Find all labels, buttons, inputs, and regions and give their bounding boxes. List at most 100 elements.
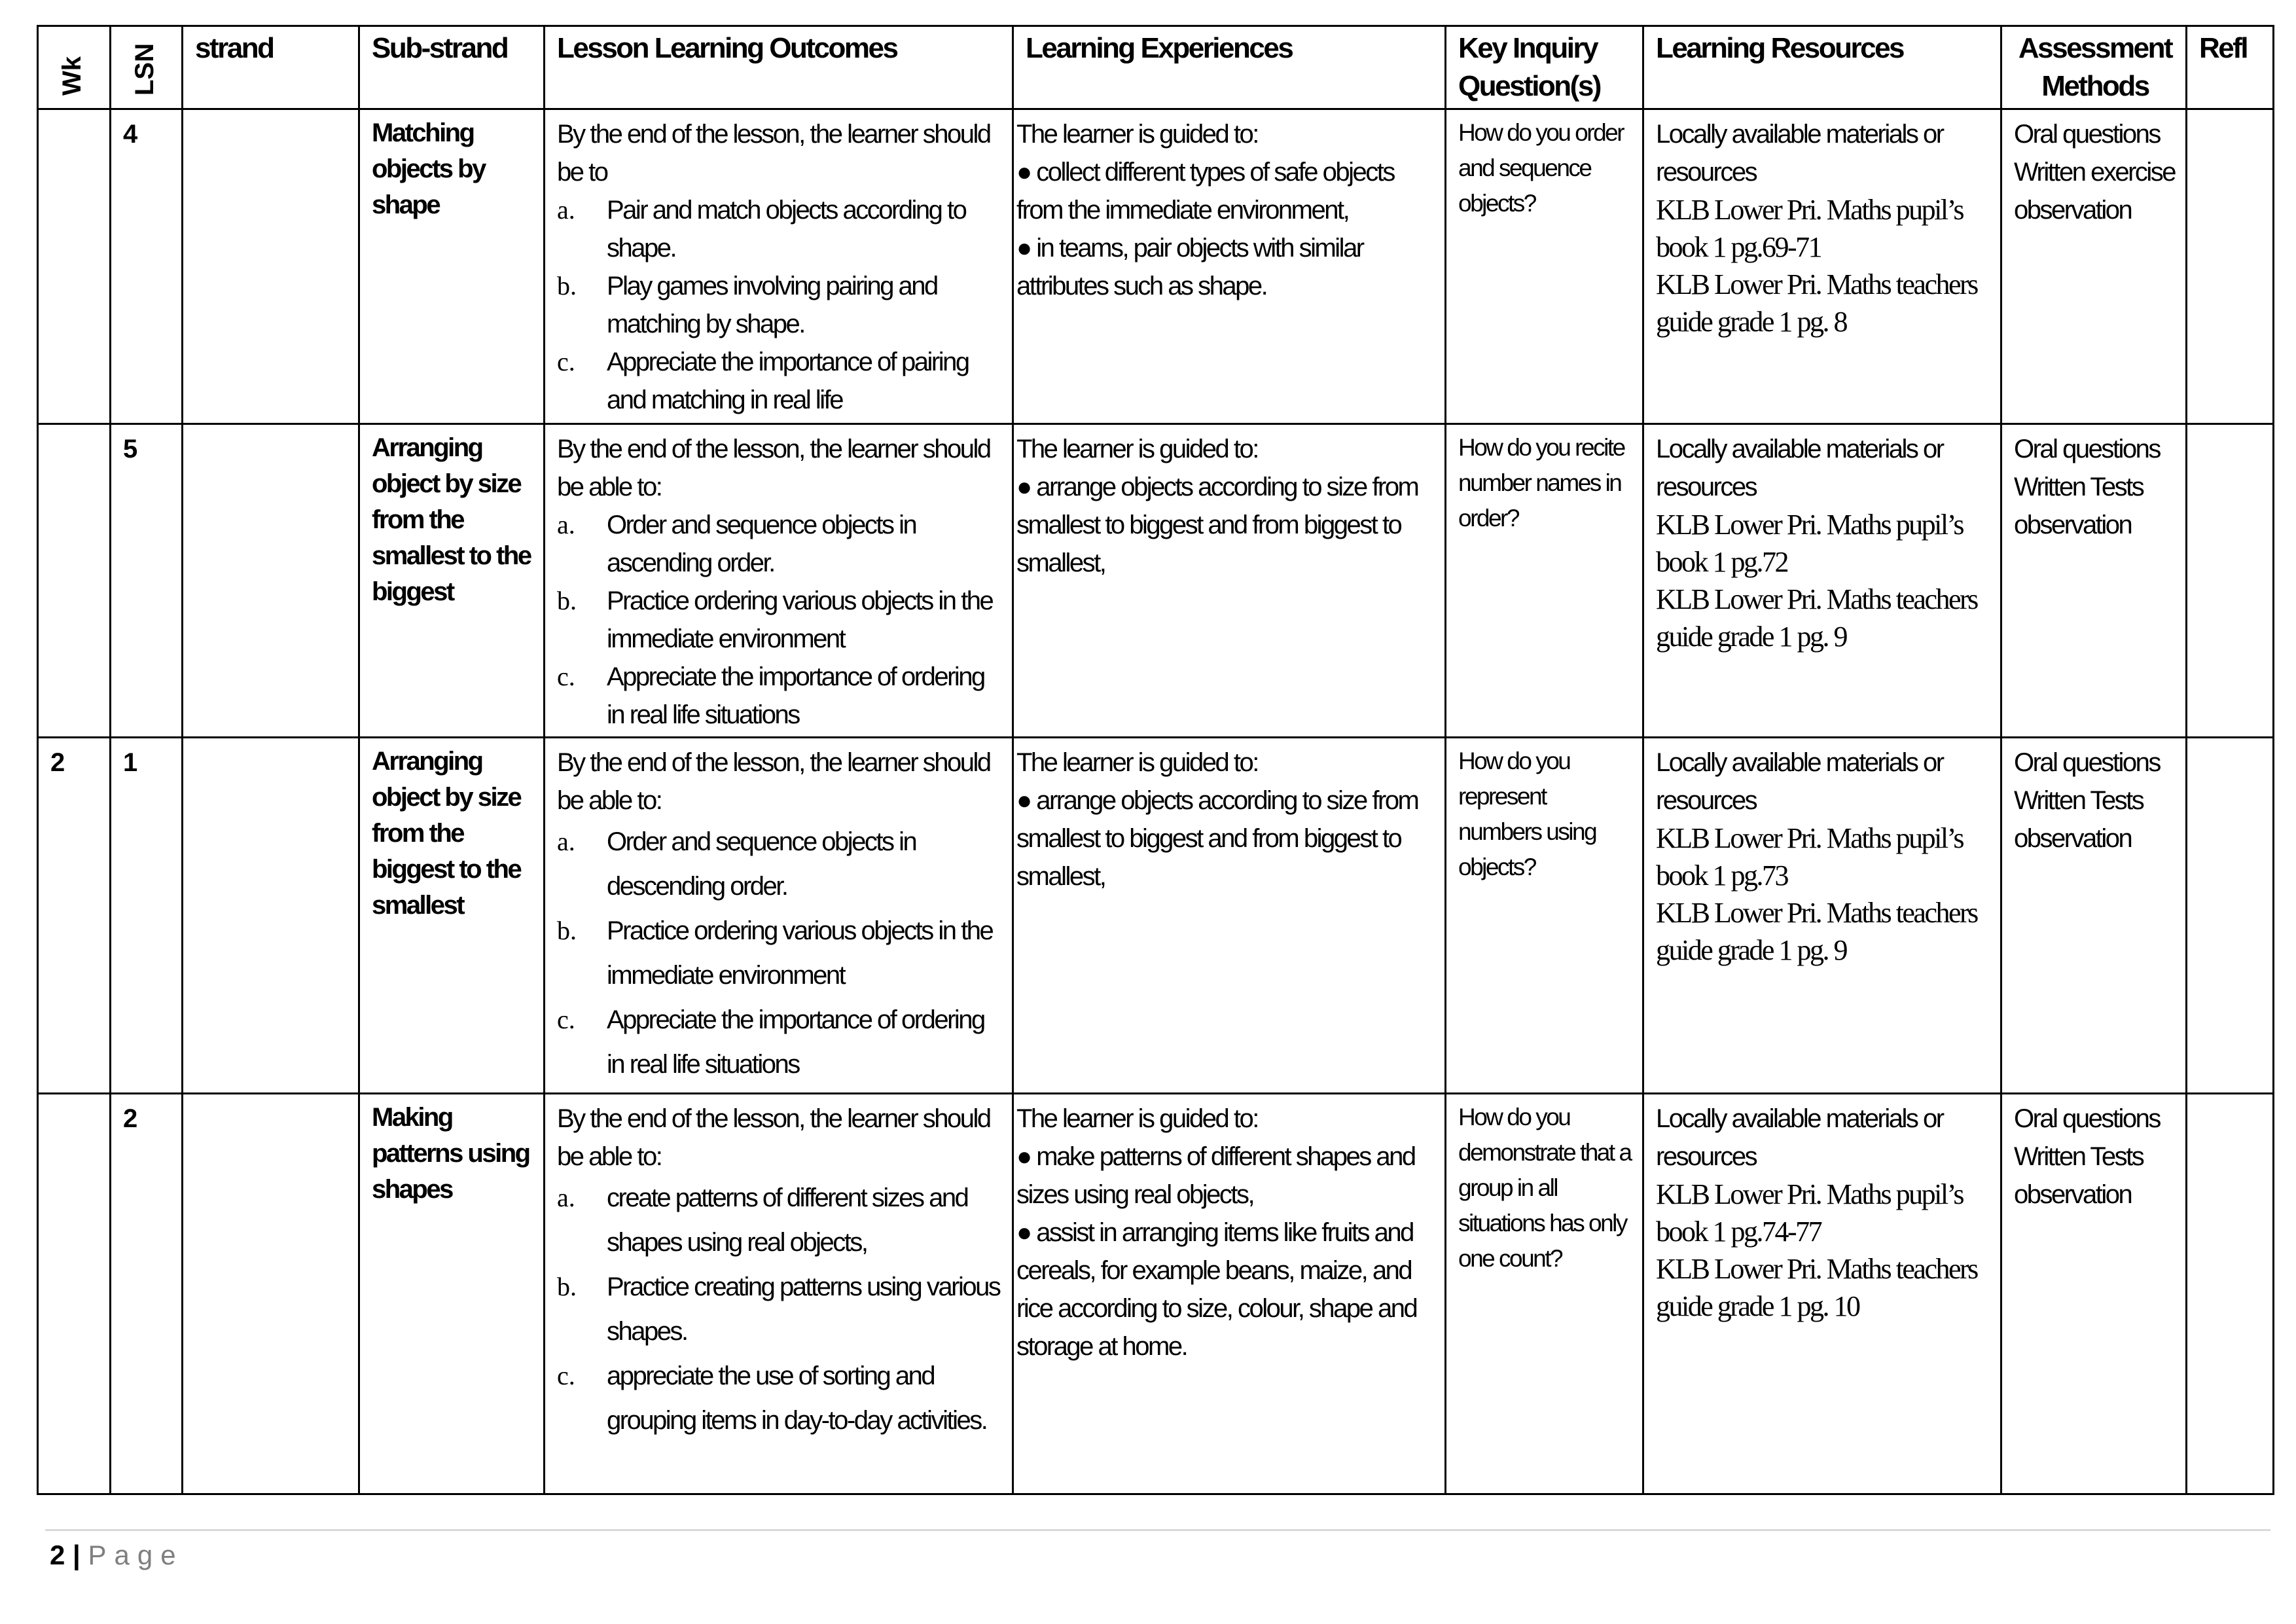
resource-book: KLB Lower Pri. Maths pupil’s book 1 pg.6… xyxy=(1656,194,1964,263)
outcome-marker: c. xyxy=(557,1361,575,1390)
cell-refl xyxy=(2185,1092,2274,1495)
assessment-method: Written Tests xyxy=(2014,1142,2145,1171)
cell-assessment: Oral questions Written exercise observatio… xyxy=(2000,108,2187,425)
cell-outcomes: By the end of the lesson, the learner sh… xyxy=(543,1092,1014,1495)
cell-outcomes: By the end of the lesson, the learner sh… xyxy=(543,423,1014,738)
resources-books: KLB Lower Pri. Maths pupil’s book 1 pg.6… xyxy=(1656,191,1991,340)
page-separator: | xyxy=(73,1540,81,1570)
resources-local: Locally available materials or resources xyxy=(1656,120,1945,187)
cell-sub-strand: Making patterns using shapes xyxy=(358,1092,545,1495)
cell-sub-strand: Matching objects by shape xyxy=(358,108,545,425)
resources-books: KLB Lower Pri. Maths pupil’s book 1 pg.7… xyxy=(1656,506,1991,655)
outcome-marker: a. xyxy=(557,195,575,225)
table-row: 2 Making patterns using shapes By the en… xyxy=(37,1092,2274,1495)
header-row: Wk LSN strand Sub-strand Lesson Learning… xyxy=(37,25,2274,110)
cell-lsn: 5 xyxy=(109,423,183,738)
experiences-list: ● make patterns of different shapes and … xyxy=(1016,1138,1435,1365)
cell-wk xyxy=(37,423,111,738)
assessment-method: Written Tests xyxy=(2014,786,2145,815)
header-resources: Learning Resources xyxy=(1642,25,2002,110)
cell-resources: Locally available materials or resources… xyxy=(1642,423,2002,738)
assessment-method: observation xyxy=(2014,511,2133,539)
experiences-list: ● arrange objects according to size from… xyxy=(1016,782,1435,895)
header-lsn: LSN xyxy=(109,25,183,110)
outcome-item: a. Order and sequence objects in descendi… xyxy=(557,820,1003,909)
cell-resources: Locally available materials or resources… xyxy=(1642,736,2002,1094)
resource-book: KLB Lower Pri. Maths teachers guide grad… xyxy=(1656,583,1979,653)
outcomes-intro: By the end of the lesson, the learner sh… xyxy=(557,1104,992,1171)
cell-strand xyxy=(181,108,360,425)
resource-book: KLB Lower Pri. Maths pupil’s book 1 pg.7… xyxy=(1656,1178,1964,1248)
header-kiq: Key Inquiry Question(s) xyxy=(1444,25,1644,110)
experience-item: ● arrange objects according to size from… xyxy=(1016,473,1420,577)
outcome-marker: a. xyxy=(557,510,575,539)
outcomes-list: a. Order and sequence objects in descendi… xyxy=(557,820,1003,1087)
cell-kiq: How do you order and sequence objects? xyxy=(1444,108,1644,425)
cell-refl xyxy=(2185,736,2274,1094)
cell-wk xyxy=(37,108,111,425)
experiences-list: ● arrange objects according to size from… xyxy=(1016,468,1435,582)
cell-experiences: The learner is guided to: ● collect diff… xyxy=(1012,108,1446,425)
outcome-item: b. Practice creating patterns using vario… xyxy=(557,1265,1003,1354)
outcome-text: Practice creating patterns using various… xyxy=(607,1272,1001,1346)
resource-book: KLB Lower Pri. Maths teachers guide grad… xyxy=(1656,897,1979,966)
outcome-text: Appreciate the importance of ordering in… xyxy=(607,1005,986,1079)
outcome-item: c. Appreciate the importance of ordering … xyxy=(557,998,1003,1087)
header-refl: Refl xyxy=(2185,25,2274,110)
outcome-marker: b. xyxy=(557,916,577,945)
cell-assessment: Oral questions Written Tests observation xyxy=(2000,736,2187,1094)
header-experiences: Learning Experiences xyxy=(1012,25,1446,110)
outcome-item: a. create patterns of different sizes and… xyxy=(557,1176,1003,1265)
assessment-method: Oral questions xyxy=(2014,1104,2161,1133)
outcomes-intro: By the end of the lesson, the learner sh… xyxy=(557,435,992,501)
header-sub-strand: Sub-strand xyxy=(358,25,545,110)
cell-sub-strand: Arranging object by size from the smalle… xyxy=(358,423,545,738)
footer-divider xyxy=(45,1529,2270,1531)
resources-books: KLB Lower Pri. Maths pupil’s book 1 pg.7… xyxy=(1656,1176,1991,1325)
outcome-text: Order and sequence objects in ascending … xyxy=(607,511,918,577)
outcome-item: a. Order and sequence objects in ascendin… xyxy=(557,506,1003,582)
page-footer: 2 | Page xyxy=(50,1540,184,1571)
outcomes-list: a. Order and sequence objects in ascendin… xyxy=(557,506,1003,734)
resources-local: Locally available materials or resources xyxy=(1656,748,1945,815)
cell-kiq: How do you recite number names in order? xyxy=(1444,423,1644,738)
outcomes-intro: By the end of the lesson, the learner sh… xyxy=(557,120,992,187)
outcome-item: b. Play games involving pairing and match… xyxy=(557,267,1003,343)
experience-item: ● arrange objects according to size from… xyxy=(1016,786,1420,891)
outcome-text: Play games involving pairing and matchin… xyxy=(607,272,939,338)
outcome-marker: b. xyxy=(557,586,577,615)
assessment-method: observation xyxy=(2014,1180,2133,1209)
resource-book: KLB Lower Pri. Maths pupil’s book 1 pg.7… xyxy=(1656,509,1964,578)
outcome-text: appreciate the use of sorting and groupi… xyxy=(607,1362,988,1435)
table-row: 2 1 Arranging object by size from the bi… xyxy=(37,736,2274,1094)
outcome-text: Appreciate the importance of pairing and… xyxy=(607,348,970,414)
experience-item: ● assist in arranging items like fruits … xyxy=(1016,1218,1418,1361)
cell-wk xyxy=(37,1092,111,1495)
header-assessment: Assessment Methods xyxy=(2000,25,2187,110)
cell-experiences: The learner is guided to: ● arrange obje… xyxy=(1012,736,1446,1094)
resource-book: KLB Lower Pri. Maths teachers guide grad… xyxy=(1656,268,1979,338)
cell-assessment: Oral questions Written Tests observation xyxy=(2000,423,2187,738)
assessment-method: Oral questions xyxy=(2014,435,2161,463)
cell-experiences: The learner is guided to: ● arrange obje… xyxy=(1012,423,1446,738)
outcome-item: c. Appreciate the importance of ordering … xyxy=(557,658,1003,734)
outcome-marker: c. xyxy=(557,1005,575,1034)
assessment-method: observation xyxy=(2014,824,2133,853)
experience-item: ● make patterns of different shapes and … xyxy=(1016,1142,1416,1209)
cell-strand xyxy=(181,423,360,738)
outcomes-intro: By the end of the lesson, the learner sh… xyxy=(557,748,992,815)
experiences-list: ● collect different types of safe object… xyxy=(1016,153,1435,305)
cell-resources: Locally available materials or resources… xyxy=(1642,1092,2002,1495)
scheme-of-work-table: Wk LSN strand Sub-strand Lesson Learning… xyxy=(37,25,2274,1495)
outcome-item: b. Practice ordering various objects in t… xyxy=(557,909,1003,998)
cell-strand xyxy=(181,736,360,1094)
outcome-marker: b. xyxy=(557,271,577,300)
experiences-intro: The learner is guided to: xyxy=(1016,435,1259,463)
cell-kiq: How do you demonstrate that a group in a… xyxy=(1444,1092,1644,1495)
cell-sub-strand: Arranging object by size from the bigges… xyxy=(358,736,545,1094)
page-number: 2 xyxy=(50,1540,65,1570)
resources-books: KLB Lower Pri. Maths pupil’s book 1 pg.7… xyxy=(1656,820,1991,969)
outcomes-list: a. Pair and match objects according to sh… xyxy=(557,191,1003,419)
outcome-marker: c. xyxy=(557,347,575,376)
experiences-intro: The learner is guided to: xyxy=(1016,748,1259,777)
